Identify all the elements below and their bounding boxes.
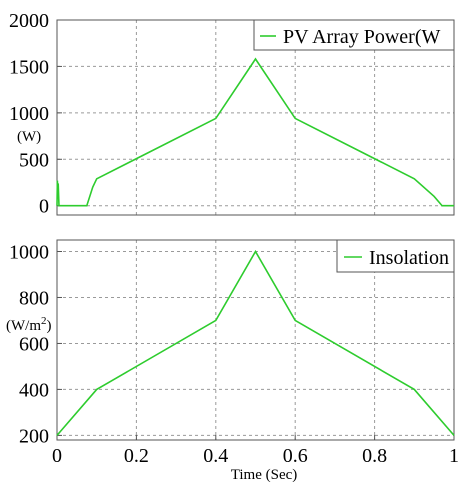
insolation-ytick-label: 800 — [19, 287, 49, 309]
insolation-chart-x-ticks: 0 0.2 0.4 0.6 0.8 1 — [52, 435, 459, 467]
insolation-ylabel-sup: 2 — [41, 315, 47, 327]
power-chart-ylabel: (W) — [17, 129, 41, 145]
power-chart-legend: PV Array Power(W — [253, 19, 455, 51]
insolation-xtick-label: 0.2 — [124, 445, 149, 467]
insolation-xtick-label: 1 — [449, 445, 459, 467]
power-ytick-label: 500 — [19, 149, 49, 171]
insolation-xtick-label: 0.8 — [362, 445, 387, 467]
power-ytick-label: 1500 — [9, 56, 49, 78]
power-chart: 0 500 1000 1500 2000 (W) PV Array Power(W — [9, 10, 455, 218]
power-ytick-label: 1000 — [9, 103, 49, 125]
insolation-chart-y-ticks: 200 400 600 800 1000 — [9, 241, 62, 447]
insolation-line — [56, 249, 455, 436]
power-legend-label: PV Array Power(W — [283, 26, 441, 48]
insolation-legend-label: Insolation — [369, 247, 449, 269]
insolation-xtick-label: 0.6 — [283, 445, 308, 467]
insolation-ylabel-main: (W/m — [6, 318, 41, 334]
insolation-xtick-label: 0.4 — [203, 445, 228, 467]
insolation-ytick-label: 1000 — [9, 241, 49, 263]
power-chart-grid — [57, 20, 454, 215]
insolation-chart-legend: Insolation — [336, 239, 455, 273]
insolation-ylabel-close: ) — [47, 318, 52, 334]
x-axis-label: Time (Sec) — [231, 467, 298, 482]
insolation-ytick-label: 200 — [19, 425, 49, 447]
power-chart-y-ticks: 0 500 1000 1500 2000 — [9, 10, 62, 218]
power-legend-box — [253, 19, 455, 51]
insolation-legend-box — [336, 239, 455, 273]
pv-power-line — [56, 57, 454, 207]
insolation-chart-ylabel: (W/m2) — [6, 315, 52, 334]
insolation-ytick-label: 600 — [19, 333, 49, 355]
insolation-chart: 200 400 600 800 1000 0 0.2 0.4 0.6 0.8 1 (W/m2) I… — [6, 239, 459, 482]
insolation-ytick-label: 400 — [19, 379, 49, 401]
insolation-xtick-label: 0 — [52, 445, 62, 467]
power-ytick-label: 2000 — [9, 10, 49, 32]
insolation-chart-frame — [56, 239, 455, 441]
power-ytick-label: 0 — [39, 196, 49, 218]
